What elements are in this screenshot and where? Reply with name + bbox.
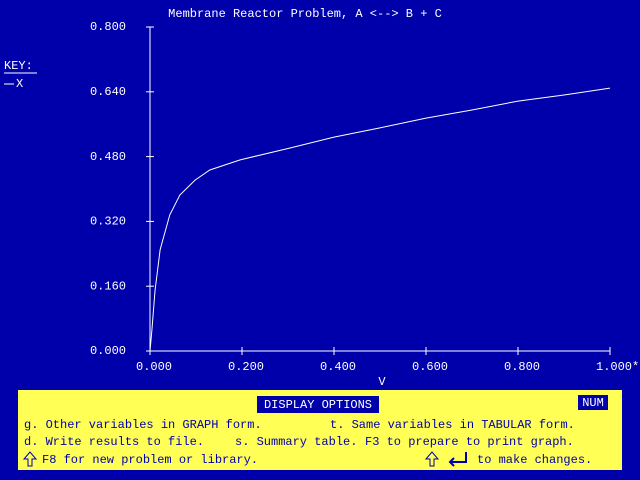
series-line	[149, 87, 611, 352]
y-tick-label: 0.800	[90, 20, 126, 34]
x-tick-label: 0.600	[412, 360, 448, 374]
panel-title: DISPLAY OPTIONS	[264, 398, 372, 412]
panel-title-box	[257, 396, 379, 413]
shift-icon	[424, 451, 440, 467]
option: s. Summary table.	[235, 435, 357, 449]
x-tick-label: 1.000*	[596, 360, 639, 374]
option: t. Same variables in TABULAR form.	[330, 418, 575, 432]
x-tick-label: 0.400	[320, 360, 356, 374]
y-tick-label: 0.320	[90, 215, 126, 229]
x-tick-label: 0.000	[136, 360, 172, 374]
status: NUM	[582, 396, 604, 410]
option: F8 for new problem or library.	[42, 453, 258, 467]
status-box	[578, 395, 608, 410]
y-tick-label: 0.480	[90, 150, 126, 164]
y-tick-label: 0.640	[90, 85, 126, 99]
option: d. Write results to file.	[24, 435, 204, 449]
legend-title: KEY:	[4, 59, 33, 73]
chart-title: Membrane Reactor Problem, A <--> B + C	[168, 7, 442, 21]
option: g. Other variables in GRAPH form.	[24, 418, 262, 432]
x-tick-label: 0.800	[504, 360, 540, 374]
y-tick-label: 0.000	[90, 344, 126, 358]
legend-label: X	[16, 77, 23, 91]
x-axis-label: V	[378, 375, 386, 389]
x-tick-label: 0.200	[228, 360, 264, 374]
option: F3 to prepare to print graph.	[365, 435, 574, 449]
y-tick-label: 0.160	[90, 279, 126, 293]
option: to make changes.	[477, 453, 592, 467]
plot: 0.000 0.160 0.320 0.480 0.640 0.800 0.000 0.200…	[4, 20, 639, 374]
enter-icon	[448, 452, 467, 467]
shift-icon	[22, 451, 38, 467]
